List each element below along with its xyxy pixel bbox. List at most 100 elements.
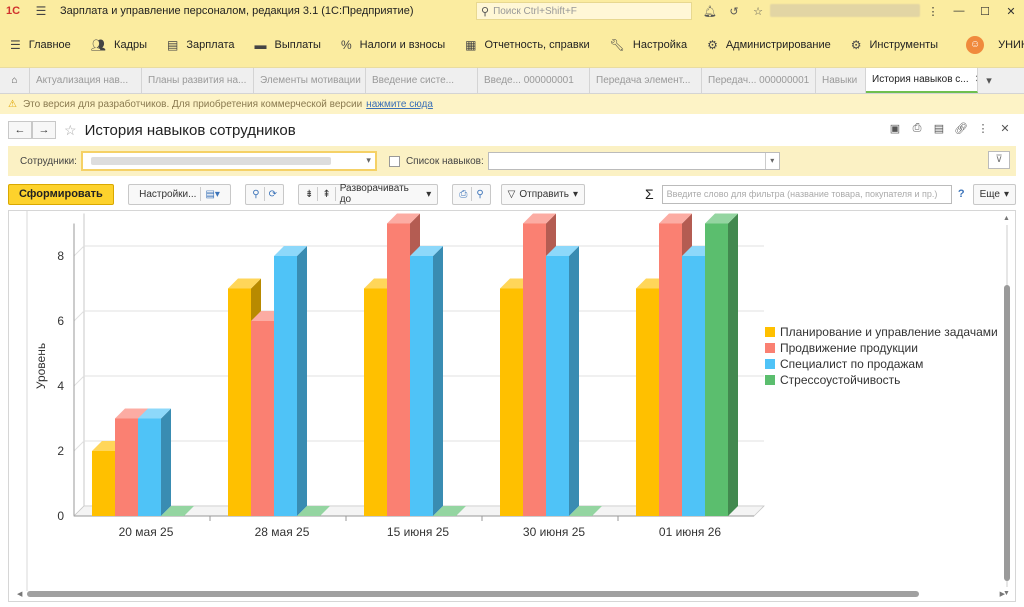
- y-tick-label: 6: [57, 314, 64, 328]
- bar: [228, 288, 251, 516]
- section-settings[interactable]: 🔧︎ Настройка: [600, 22, 697, 68]
- horizontal-scrollbar[interactable]: ◀ ▶: [17, 591, 1005, 598]
- send-button[interactable]: ▽ Отправить ▾: [500, 183, 585, 205]
- employees-value: [90, 157, 331, 165]
- minimize-icon[interactable]: —: [953, 5, 965, 17]
- home-tab-icon[interactable]: ⌂: [0, 68, 30, 93]
- section-taxes[interactable]: % Налоги и взносы: [331, 22, 455, 68]
- horizontal-scroll-thumb[interactable]: [27, 591, 919, 597]
- notice-link[interactable]: нажмите сюда: [366, 98, 433, 110]
- tab-label: Элементы мотивации: [260, 75, 361, 86]
- bar-top: [410, 246, 443, 256]
- more-icon[interactable]: ⋮: [977, 123, 989, 135]
- salary-icon: ▤: [167, 37, 179, 52]
- tab-window[interactable]: Передач... 000000001: [702, 68, 816, 93]
- help-icon[interactable]: ?: [957, 188, 965, 200]
- choose-button[interactable]: ▾: [366, 155, 371, 165]
- bar-side: [728, 213, 738, 516]
- save-icon[interactable]: ▣: [889, 123, 901, 135]
- skills-list-checkbox[interactable]: [388, 155, 400, 167]
- bar: [546, 256, 569, 516]
- close-tab-icon[interactable]: ✕: [975, 74, 977, 85]
- menu-icon: ☰: [10, 37, 21, 52]
- bar-top: [705, 213, 738, 224]
- maximize-icon[interactable]: ☐: [980, 5, 990, 18]
- tab-label: Передача элемент...: [596, 75, 691, 86]
- bar: [138, 418, 161, 516]
- tab-window[interactable]: Введение систе...: [366, 68, 478, 93]
- section-unikr[interactable]: ☺ УНИКР: [956, 22, 1024, 68]
- tab-window[interactable]: Элементы мотивации: [254, 68, 366, 93]
- history-icon[interactable]: ↺: [729, 5, 739, 18]
- window-menu-icon[interactable]: ⋮: [927, 5, 939, 18]
- bar: [274, 256, 297, 516]
- bar: [659, 223, 682, 516]
- filter-icon[interactable]: ⊽: [988, 151, 1010, 169]
- section-hr[interactable]: 👥︎ Кадры: [81, 22, 157, 68]
- tab-window[interactable]: Введе... 000000001: [478, 68, 590, 93]
- print-buttons[interactable]: ⎙ ⚲: [452, 183, 491, 205]
- bar-top: [546, 246, 579, 256]
- bar: [523, 223, 546, 516]
- forward-arrow-icon[interactable]: →: [32, 121, 56, 139]
- section-tools[interactable]: ⚙ Инструменты: [841, 22, 948, 68]
- bar: [364, 288, 387, 516]
- bar: [387, 223, 410, 516]
- bar-top: [228, 278, 261, 289]
- bell-icon[interactable]: 🔔︎: [703, 5, 717, 18]
- tabs-list-chevron-icon[interactable]: ▾: [986, 75, 992, 87]
- section-main[interactable]: ☰ Главное: [0, 22, 81, 68]
- back-arrow-icon[interactable]: ←: [8, 121, 32, 139]
- generate-button[interactable]: Сформировать: [8, 183, 114, 205]
- settings-button[interactable]: Настройки... ▤▾: [127, 183, 232, 205]
- app-title: Зарплата и управление персоналом, редакц…: [60, 5, 414, 17]
- sum-icon[interactable]: Σ: [644, 186, 654, 202]
- print-icon[interactable]: ⎙: [912, 122, 922, 134]
- main-menu-icon[interactable]: ☰: [35, 4, 47, 18]
- favorite-star-icon[interactable]: ☆: [753, 5, 763, 18]
- close-icon[interactable]: ✕: [1000, 123, 1010, 135]
- bar: [115, 418, 138, 516]
- tab-window[interactable]: Планы развития на...: [142, 68, 254, 93]
- y-tick-label: 4: [57, 379, 64, 393]
- section-payments[interactable]: ▬ Выплаты: [245, 22, 331, 68]
- vertical-scrollbar[interactable]: ▲ ▼: [1003, 215, 1010, 597]
- notice-text: Это версия для разработчиков. Для приобр…: [22, 98, 363, 110]
- group-buttons[interactable]: ⇟ ⇞ Разворачивать до ▾: [297, 183, 439, 205]
- tab-window[interactable]: Навыки: [816, 68, 866, 93]
- section-label: УНИКР: [998, 38, 1024, 51]
- tab-skills-history[interactable]: История навыков с... ✕: [866, 68, 978, 93]
- employees-field[interactable]: ▾: [80, 151, 377, 171]
- tab-window[interactable]: Актуализация нав...: [30, 68, 142, 93]
- section-reports[interactable]: ▦ Отчетность, справки: [455, 22, 600, 68]
- report-search-input[interactable]: Введите слово для фильтра (название това…: [661, 184, 952, 204]
- vertical-scroll-thumb[interactable]: [1004, 285, 1010, 581]
- skills-list-field[interactable]: ▾: [487, 152, 780, 170]
- tab-label: История навыков с...: [872, 74, 969, 85]
- section-salary[interactable]: ▤ Зарплата: [157, 22, 245, 68]
- x-tick-label: 01 июня 26: [659, 525, 722, 539]
- favorite-star-icon[interactable]: ☆: [64, 121, 77, 138]
- find-button[interactable]: ⚲ ⟳: [245, 183, 284, 205]
- link-icon[interactable]: 🔗︎: [954, 123, 968, 135]
- global-search-input[interactable]: ⚲ Поиск Ctrl+Shift+F: [476, 2, 692, 20]
- global-search-placeholder: Поиск Ctrl+Shift+F: [493, 5, 577, 17]
- dropdown-chevron-icon[interactable]: ▾: [764, 153, 779, 169]
- section-admin[interactable]: ⚙ Администрирование: [697, 22, 841, 68]
- bar-top: [274, 246, 307, 256]
- warning-icon: ⚠: [8, 98, 17, 110]
- tab-label: Передач... 000000001: [708, 75, 810, 86]
- bar-zero: [433, 506, 466, 516]
- legend-label: Стрессоустойчивость: [780, 373, 900, 387]
- close-window-icon[interactable]: ✕: [1006, 5, 1016, 18]
- bar: [92, 451, 115, 516]
- reports-icon: ▦: [465, 37, 477, 52]
- current-user[interactable]: [770, 4, 920, 17]
- report-toolbar: Сформировать Настройки... ▤▾ ⚲ ⟳ ⇟ ⇞ Развора…: [8, 182, 1016, 206]
- more-button[interactable]: Еще ▾: [972, 183, 1016, 205]
- tab-label: Введение систе...: [372, 75, 455, 86]
- bar: [251, 321, 274, 516]
- tab-window[interactable]: Передача элемент...: [590, 68, 702, 93]
- gear-icon: ⚙: [707, 37, 718, 52]
- preview-icon[interactable]: ▤: [933, 123, 945, 135]
